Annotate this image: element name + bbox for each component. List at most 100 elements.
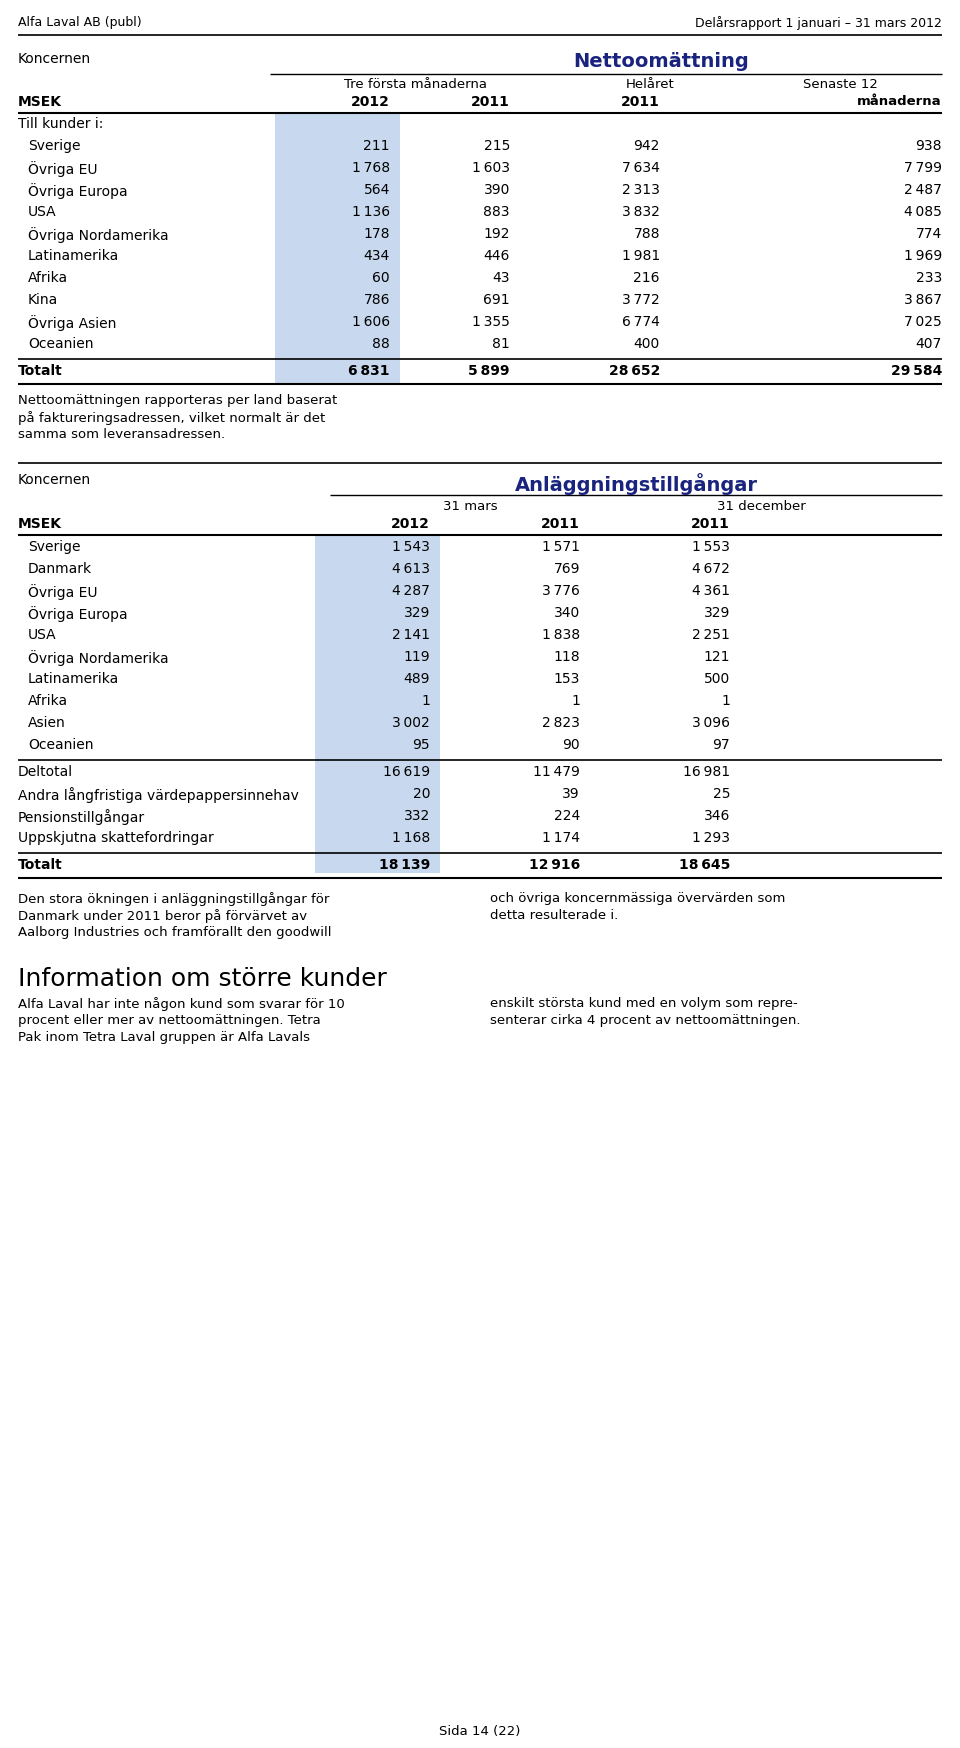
Text: senterar cirka 4 procent av nettoomättningen.: senterar cirka 4 procent av nettoomättni… — [490, 1014, 801, 1028]
Text: 2011: 2011 — [471, 94, 510, 108]
Text: Den stora ökningen i anläggningstillgångar för: Den stora ökningen i anläggningstillgång… — [18, 891, 329, 905]
Text: 211: 211 — [364, 140, 390, 154]
Text: 7 799: 7 799 — [904, 161, 942, 175]
Text: Pak inom Tetra Laval gruppen är Alfa Lavals: Pak inom Tetra Laval gruppen är Alfa Lav… — [18, 1031, 310, 1044]
Text: Övriga EU: Övriga EU — [28, 584, 98, 600]
Text: 1 174: 1 174 — [542, 830, 580, 844]
Text: Pensionstillgångar: Pensionstillgångar — [18, 809, 145, 825]
Text: Tre första månaderna: Tre första månaderna — [344, 79, 487, 91]
Text: 11 479: 11 479 — [533, 766, 580, 780]
Text: Till kunder i:: Till kunder i: — [18, 117, 104, 131]
Text: 1 136: 1 136 — [352, 205, 390, 218]
Text: 192: 192 — [484, 227, 510, 241]
Text: Sverige: Sverige — [28, 540, 81, 554]
Text: 883: 883 — [484, 205, 510, 218]
Text: 224: 224 — [554, 809, 580, 823]
Text: 119: 119 — [403, 650, 430, 664]
Text: 329: 329 — [704, 607, 730, 621]
Text: Danmark under 2011 beror på förvärvet av: Danmark under 2011 beror på förvärvet av — [18, 909, 307, 923]
Text: MSEK: MSEK — [18, 94, 62, 108]
Text: 7 025: 7 025 — [904, 315, 942, 329]
Text: Koncernen: Koncernen — [18, 474, 91, 488]
Text: 400: 400 — [634, 337, 660, 351]
Text: 407: 407 — [916, 337, 942, 351]
Text: 1: 1 — [571, 694, 580, 708]
Text: 216: 216 — [634, 271, 660, 285]
Text: Övriga EU: Övriga EU — [28, 161, 98, 177]
Text: 18 645: 18 645 — [679, 858, 730, 872]
Text: Alfa Laval AB (publ): Alfa Laval AB (publ) — [18, 16, 142, 30]
Text: 446: 446 — [484, 248, 510, 262]
Text: 121: 121 — [704, 650, 730, 664]
Text: 4 613: 4 613 — [392, 563, 430, 577]
Text: Övriga Nordamerika: Övriga Nordamerika — [28, 650, 169, 666]
Text: Nettoomättning: Nettoomättning — [573, 52, 749, 72]
Text: 18 139: 18 139 — [379, 858, 430, 872]
Text: Övriga Europa: Övriga Europa — [28, 607, 128, 622]
Text: 2 251: 2 251 — [692, 628, 730, 642]
Text: 1: 1 — [421, 694, 430, 708]
Text: Nettoomättningen rapporteras per land baserat: Nettoomättningen rapporteras per land ba… — [18, 393, 337, 407]
Text: 4 287: 4 287 — [392, 584, 430, 598]
Text: 500: 500 — [704, 671, 730, 685]
Text: Sida 14 (22): Sida 14 (22) — [440, 1725, 520, 1738]
Text: USA: USA — [28, 628, 57, 642]
Text: på faktureringsadressen, vilket normalt är det: på faktureringsadressen, vilket normalt … — [18, 411, 325, 425]
Text: Danmark: Danmark — [28, 563, 92, 577]
Text: MSEK: MSEK — [18, 517, 62, 531]
Text: 20: 20 — [413, 787, 430, 801]
Text: Aalborg Industries och framförallt den goodwill: Aalborg Industries och framförallt den g… — [18, 926, 331, 939]
Text: 788: 788 — [634, 227, 660, 241]
Text: 1 969: 1 969 — [903, 248, 942, 262]
Text: Kina: Kina — [28, 294, 59, 308]
Text: 118: 118 — [553, 650, 580, 664]
Text: 564: 564 — [364, 184, 390, 198]
Text: 2 141: 2 141 — [392, 628, 430, 642]
Text: Information om större kunder: Information om större kunder — [18, 967, 387, 991]
Text: enskilt största kund med en volym som repre-: enskilt största kund med en volym som re… — [490, 996, 798, 1010]
Text: 942: 942 — [634, 140, 660, 154]
Text: 1 168: 1 168 — [392, 830, 430, 844]
Text: 6 774: 6 774 — [622, 315, 660, 329]
Text: 3 096: 3 096 — [692, 717, 730, 731]
Text: 88: 88 — [372, 337, 390, 351]
Text: 16 981: 16 981 — [683, 766, 730, 780]
Text: 1: 1 — [721, 694, 730, 708]
Text: 28 652: 28 652 — [609, 364, 660, 378]
Text: Totalt: Totalt — [18, 858, 62, 872]
Text: samma som leveransadressen.: samma som leveransadressen. — [18, 428, 226, 440]
Text: 95: 95 — [413, 738, 430, 752]
Text: 2011: 2011 — [691, 517, 730, 531]
Text: 340: 340 — [554, 607, 580, 621]
Text: 1 355: 1 355 — [472, 315, 510, 329]
Text: Deltotal: Deltotal — [18, 766, 73, 780]
Text: 6 831: 6 831 — [348, 364, 390, 378]
Text: Latinamerika: Latinamerika — [28, 248, 119, 262]
Text: 4 085: 4 085 — [904, 205, 942, 218]
Text: 2012: 2012 — [351, 94, 390, 108]
Text: Andra långfristiga värdepappersinnehav: Andra långfristiga värdepappersinnehav — [18, 787, 299, 802]
Text: Helåret: Helåret — [626, 79, 674, 91]
Text: 7 634: 7 634 — [622, 161, 660, 175]
Text: 1 553: 1 553 — [692, 540, 730, 554]
Text: 329: 329 — [403, 607, 430, 621]
Text: Övriga Asien: Övriga Asien — [28, 315, 116, 330]
Text: Övriga Europa: Övriga Europa — [28, 184, 128, 199]
Text: 1 543: 1 543 — [392, 540, 430, 554]
Text: 3 772: 3 772 — [622, 294, 660, 308]
Text: 1 981: 1 981 — [622, 248, 660, 262]
Text: och övriga koncernmässiga övervärden som: och övriga koncernmässiga övervärden som — [490, 891, 785, 905]
Text: 2 487: 2 487 — [904, 184, 942, 198]
Text: 12 916: 12 916 — [529, 858, 580, 872]
Text: detta resulterade i.: detta resulterade i. — [490, 909, 618, 921]
Text: Senaste 12: Senaste 12 — [803, 79, 877, 91]
Text: 769: 769 — [554, 563, 580, 577]
Text: 215: 215 — [484, 140, 510, 154]
Text: 1 571: 1 571 — [542, 540, 580, 554]
Text: 434: 434 — [364, 248, 390, 262]
Text: Asien: Asien — [28, 717, 65, 731]
Text: 1 603: 1 603 — [472, 161, 510, 175]
Text: 1 768: 1 768 — [352, 161, 390, 175]
Text: 43: 43 — [492, 271, 510, 285]
Text: 97: 97 — [712, 738, 730, 752]
